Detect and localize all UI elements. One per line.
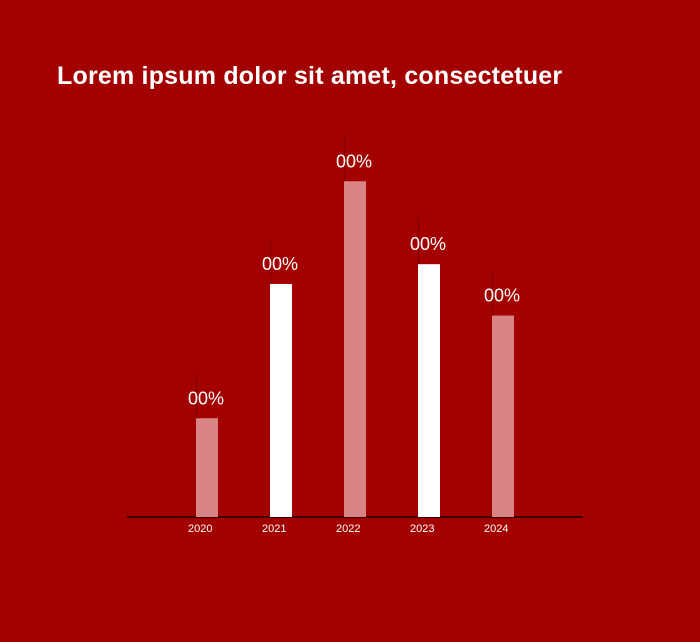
- tick-label-2024: 2024: [484, 523, 508, 535]
- chart-title: Lorem ipsum dolor sit amet, consectetuer: [57, 62, 563, 90]
- bar-2021: [270, 283, 292, 517]
- bar-2023: [418, 264, 440, 517]
- bar-2020: [196, 418, 218, 517]
- bars-group: 00% 2020 00% 2021 00% 2022 00% 2023 00% 2024: [188, 135, 520, 535]
- tick-label-2020: 2020: [188, 523, 212, 535]
- data-label-2023: 00%: [410, 234, 446, 254]
- tick-label-2021: 2021: [262, 523, 286, 535]
- bar-2022: [344, 181, 366, 517]
- data-label-2020: 00%: [188, 388, 224, 408]
- data-label-2021: 00%: [262, 254, 298, 274]
- bar-2024: [492, 315, 514, 517]
- tick-label-2022: 2022: [336, 523, 360, 535]
- data-label-2022: 00%: [336, 151, 372, 171]
- data-label-2024: 00%: [484, 286, 520, 306]
- tick-label-2023: 2023: [410, 523, 434, 535]
